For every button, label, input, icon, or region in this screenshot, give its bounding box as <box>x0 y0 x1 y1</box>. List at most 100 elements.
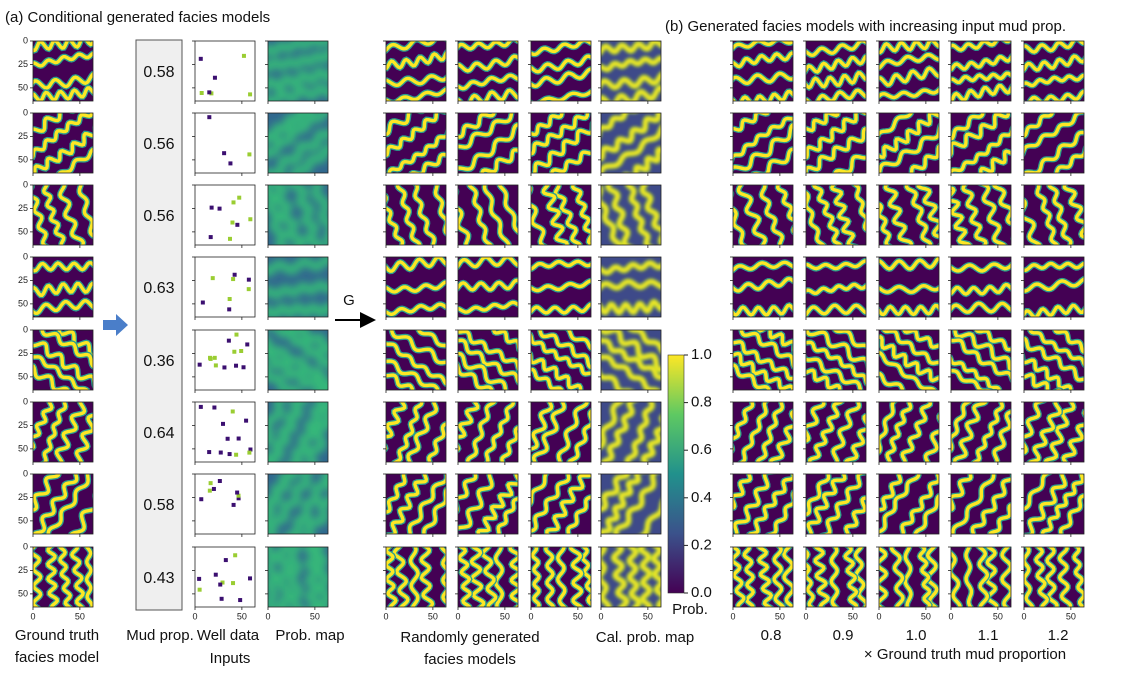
panel-frame <box>530 473 592 535</box>
channel <box>1061 409 1084 462</box>
channel <box>1053 330 1084 354</box>
panel-frame <box>194 546 256 608</box>
channel <box>531 474 571 533</box>
prob-core <box>601 261 661 275</box>
channel <box>879 474 903 512</box>
well-point <box>232 349 237 354</box>
well-point <box>213 363 218 368</box>
channel <box>531 402 554 451</box>
channel <box>458 362 494 390</box>
image-panel <box>531 474 591 534</box>
x-tick-label: 0 <box>598 611 603 621</box>
channel <box>733 340 793 381</box>
x-tick-label: 50 <box>500 611 510 621</box>
x-tick-label: 0 <box>265 611 270 621</box>
channel <box>889 547 905 607</box>
prob-band <box>268 66 328 92</box>
channel <box>806 368 842 390</box>
image-panel <box>1024 402 1084 462</box>
channel <box>531 474 548 506</box>
channel <box>951 369 992 390</box>
panel-frame <box>267 40 329 102</box>
mud-proportion: 0.56 <box>143 136 174 153</box>
image-panel <box>195 402 255 462</box>
channel <box>1035 185 1059 245</box>
channel <box>33 355 89 390</box>
channel <box>964 547 974 607</box>
well-point <box>227 297 232 302</box>
well-point <box>207 450 212 455</box>
y-tick-label: 50 <box>18 443 28 453</box>
y-tick-label: 25 <box>18 203 28 213</box>
prob-band <box>268 83 328 101</box>
channel <box>879 202 891 245</box>
blurred-layer <box>601 41 661 101</box>
image-panel <box>1024 474 1084 534</box>
panel-frame <box>267 546 329 608</box>
channel <box>386 50 446 71</box>
well-point <box>209 205 214 210</box>
channel <box>1054 148 1084 173</box>
well-point <box>246 287 251 292</box>
prob-core <box>601 86 661 101</box>
image-panel <box>1024 330 1084 390</box>
channel <box>1024 54 1084 73</box>
panel-frame <box>878 546 940 608</box>
channel <box>33 474 79 534</box>
well-point <box>234 452 239 457</box>
channel <box>900 474 939 534</box>
multiplier-label: 0.9 <box>833 627 854 644</box>
channel <box>581 547 591 607</box>
image-panel <box>531 257 591 317</box>
image-panel <box>951 474 1011 534</box>
channel <box>40 330 93 369</box>
channel <box>733 41 793 51</box>
channel <box>84 547 93 607</box>
prob-band <box>268 280 328 300</box>
well-point <box>226 338 231 343</box>
channel <box>386 302 446 317</box>
image-panel <box>458 185 518 245</box>
prob-band <box>268 113 314 143</box>
channel <box>747 474 793 534</box>
channel <box>879 474 921 534</box>
blurred-layer <box>601 402 661 462</box>
channel <box>1024 356 1073 390</box>
well-point <box>198 404 203 409</box>
image-panel <box>951 41 1011 101</box>
image-panel <box>733 330 793 390</box>
blurred-layer <box>601 330 661 390</box>
channel <box>903 547 913 607</box>
panel-frame <box>385 112 447 174</box>
well-point <box>198 56 203 61</box>
x-tick-label: 0 <box>192 611 197 621</box>
well-point <box>222 365 227 370</box>
channel <box>974 330 1011 352</box>
well-point <box>238 598 243 603</box>
panel-frame <box>267 184 329 246</box>
well-point <box>199 497 204 502</box>
image-panel <box>458 257 518 317</box>
channel <box>386 359 440 390</box>
panel-frame <box>385 546 447 608</box>
image-panel <box>531 185 591 245</box>
image-panel <box>386 185 446 245</box>
image-panel <box>601 402 661 462</box>
panel-frame <box>950 40 1012 102</box>
channel <box>759 185 784 245</box>
channel <box>879 350 937 390</box>
prob-band <box>288 185 324 245</box>
y-tick-label: 25 <box>18 275 28 285</box>
image-panel <box>1024 185 1084 245</box>
well-point <box>221 421 226 426</box>
well-point <box>210 276 215 281</box>
image-panel <box>531 330 591 390</box>
panel-frame <box>805 473 867 535</box>
prob-band <box>268 474 312 534</box>
y-tick-label: 50 <box>18 298 28 308</box>
image-panel <box>806 547 866 607</box>
x-tick-label: 0 <box>528 611 533 621</box>
column-label: facies model <box>15 649 99 666</box>
channel <box>467 185 493 245</box>
panel-frame <box>1023 184 1085 246</box>
